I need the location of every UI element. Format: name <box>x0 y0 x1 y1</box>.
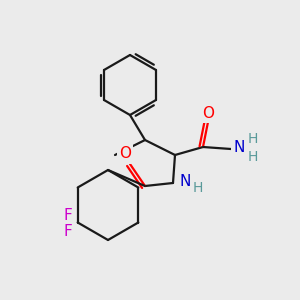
Text: H: H <box>248 132 258 146</box>
Text: H: H <box>193 181 203 195</box>
Text: F: F <box>63 208 72 223</box>
Text: O: O <box>202 106 214 121</box>
Text: N: N <box>233 140 245 154</box>
Text: N: N <box>179 173 191 188</box>
Text: O: O <box>119 146 131 161</box>
Text: F: F <box>63 224 72 239</box>
Text: H: H <box>248 150 258 164</box>
